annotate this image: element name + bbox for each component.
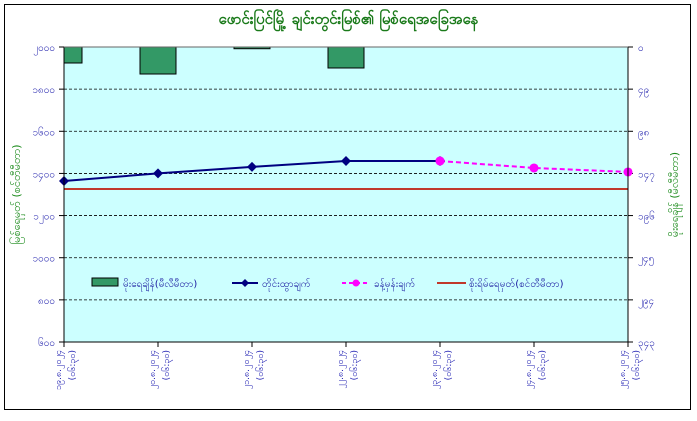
x-date-label: ၂၅.၈.၂၀၂၄ bbox=[618, 350, 629, 389]
observed-point bbox=[341, 155, 351, 166]
legend-rainfall-label: မိုးရေချိန်(မီလီမီတာ) bbox=[123, 277, 197, 292]
left-tick-label: ၁၈၀၀ bbox=[32, 85, 55, 96]
left-tick-label: ၁၄၀၀ bbox=[33, 169, 56, 182]
x-time-label: (၀၆:၃၀) bbox=[161, 350, 173, 380]
legend-forecast-label: ခန့်မှန်းချက် bbox=[374, 277, 415, 292]
forecast-point bbox=[529, 163, 539, 173]
left-tick-label: ၆၀၀ bbox=[38, 336, 55, 349]
x-time-label: (၀၆:၃၀) bbox=[255, 350, 267, 380]
right-axis-title: မိုးရေချိန် (မီလီမီတာ) bbox=[668, 152, 683, 237]
left-axis-title: မြစ်ရေမှတ် (စင်တီမီတာ) bbox=[9, 144, 25, 244]
left-tick-label: ၁၂၀၀ bbox=[33, 212, 55, 225]
chart-title: ဖောင်းပြင်မြို့ ချင်းတွင်းမြစ်၏ မြစ်ရေအခ… bbox=[218, 10, 479, 28]
legend-observed-marker bbox=[241, 279, 249, 287]
right-tick-label: ၁၉၆ bbox=[638, 210, 655, 225]
legend-observed-label: တိုင်းထွာချက် bbox=[262, 277, 311, 292]
legend-bar-swatch bbox=[91, 277, 119, 287]
x-date-label: ၂၀.၈.၂၀၂၄ bbox=[148, 350, 159, 389]
x-date-label: ၂၁.၈.၂၀၂၄ bbox=[242, 350, 253, 389]
right-tick-label: ၄၉ bbox=[638, 85, 649, 98]
left-tick-label: ၁၀၀၀ bbox=[33, 254, 56, 265]
forecast-line bbox=[439, 159, 629, 173]
observed-point bbox=[153, 168, 163, 179]
x-time-label: (၀၆:၃၀) bbox=[443, 350, 455, 380]
right-tick-label: ၀ bbox=[638, 43, 644, 54]
rainfall-bar bbox=[139, 46, 177, 75]
rainfall-bar bbox=[327, 46, 365, 69]
plot-area bbox=[64, 47, 628, 342]
rainfall-bar bbox=[63, 46, 83, 64]
x-time-label: (၀၆:၃၀) bbox=[537, 350, 549, 380]
forecast-point bbox=[435, 156, 445, 166]
x-date-label: ၂၃.၈.၂၀၂၄ bbox=[430, 350, 441, 389]
x-time-label: (၀၆:၃၀) bbox=[349, 350, 361, 380]
x-date-label: ၂၄.၈.၂၀၂၄ bbox=[524, 350, 535, 389]
right-tick-label: ၁၄၇ bbox=[638, 169, 655, 182]
right-tick-label: ၉၈ bbox=[638, 127, 649, 140]
x-time-label: (၀၆:၃၀) bbox=[67, 350, 79, 380]
legend-forecast-marker bbox=[352, 279, 360, 287]
x-date-label: ၁၉.၈.၂၀၂၄ bbox=[54, 350, 65, 390]
x-date-label: ၂၂.၈.၂၀၂၄ bbox=[336, 350, 347, 389]
legend-danger-label: စိုးရိမ်ရေမှတ်(စင်တီမီတာ) bbox=[469, 277, 564, 292]
right-tick-label: ၂၉၄ bbox=[638, 296, 654, 309]
right-tick-label: ၂၄၅ bbox=[638, 254, 654, 267]
x-time-label: (၀၆:၃၀) bbox=[631, 350, 643, 380]
left-tick-label: ၁၆၀၀ bbox=[33, 125, 56, 138]
left-tick-label: ၂၀၀၀ bbox=[33, 43, 55, 56]
observed-point bbox=[247, 161, 257, 172]
right-tick-label: ၃၄၃ bbox=[638, 338, 655, 351]
left-tick-label: ၈၀၀ bbox=[38, 296, 55, 307]
